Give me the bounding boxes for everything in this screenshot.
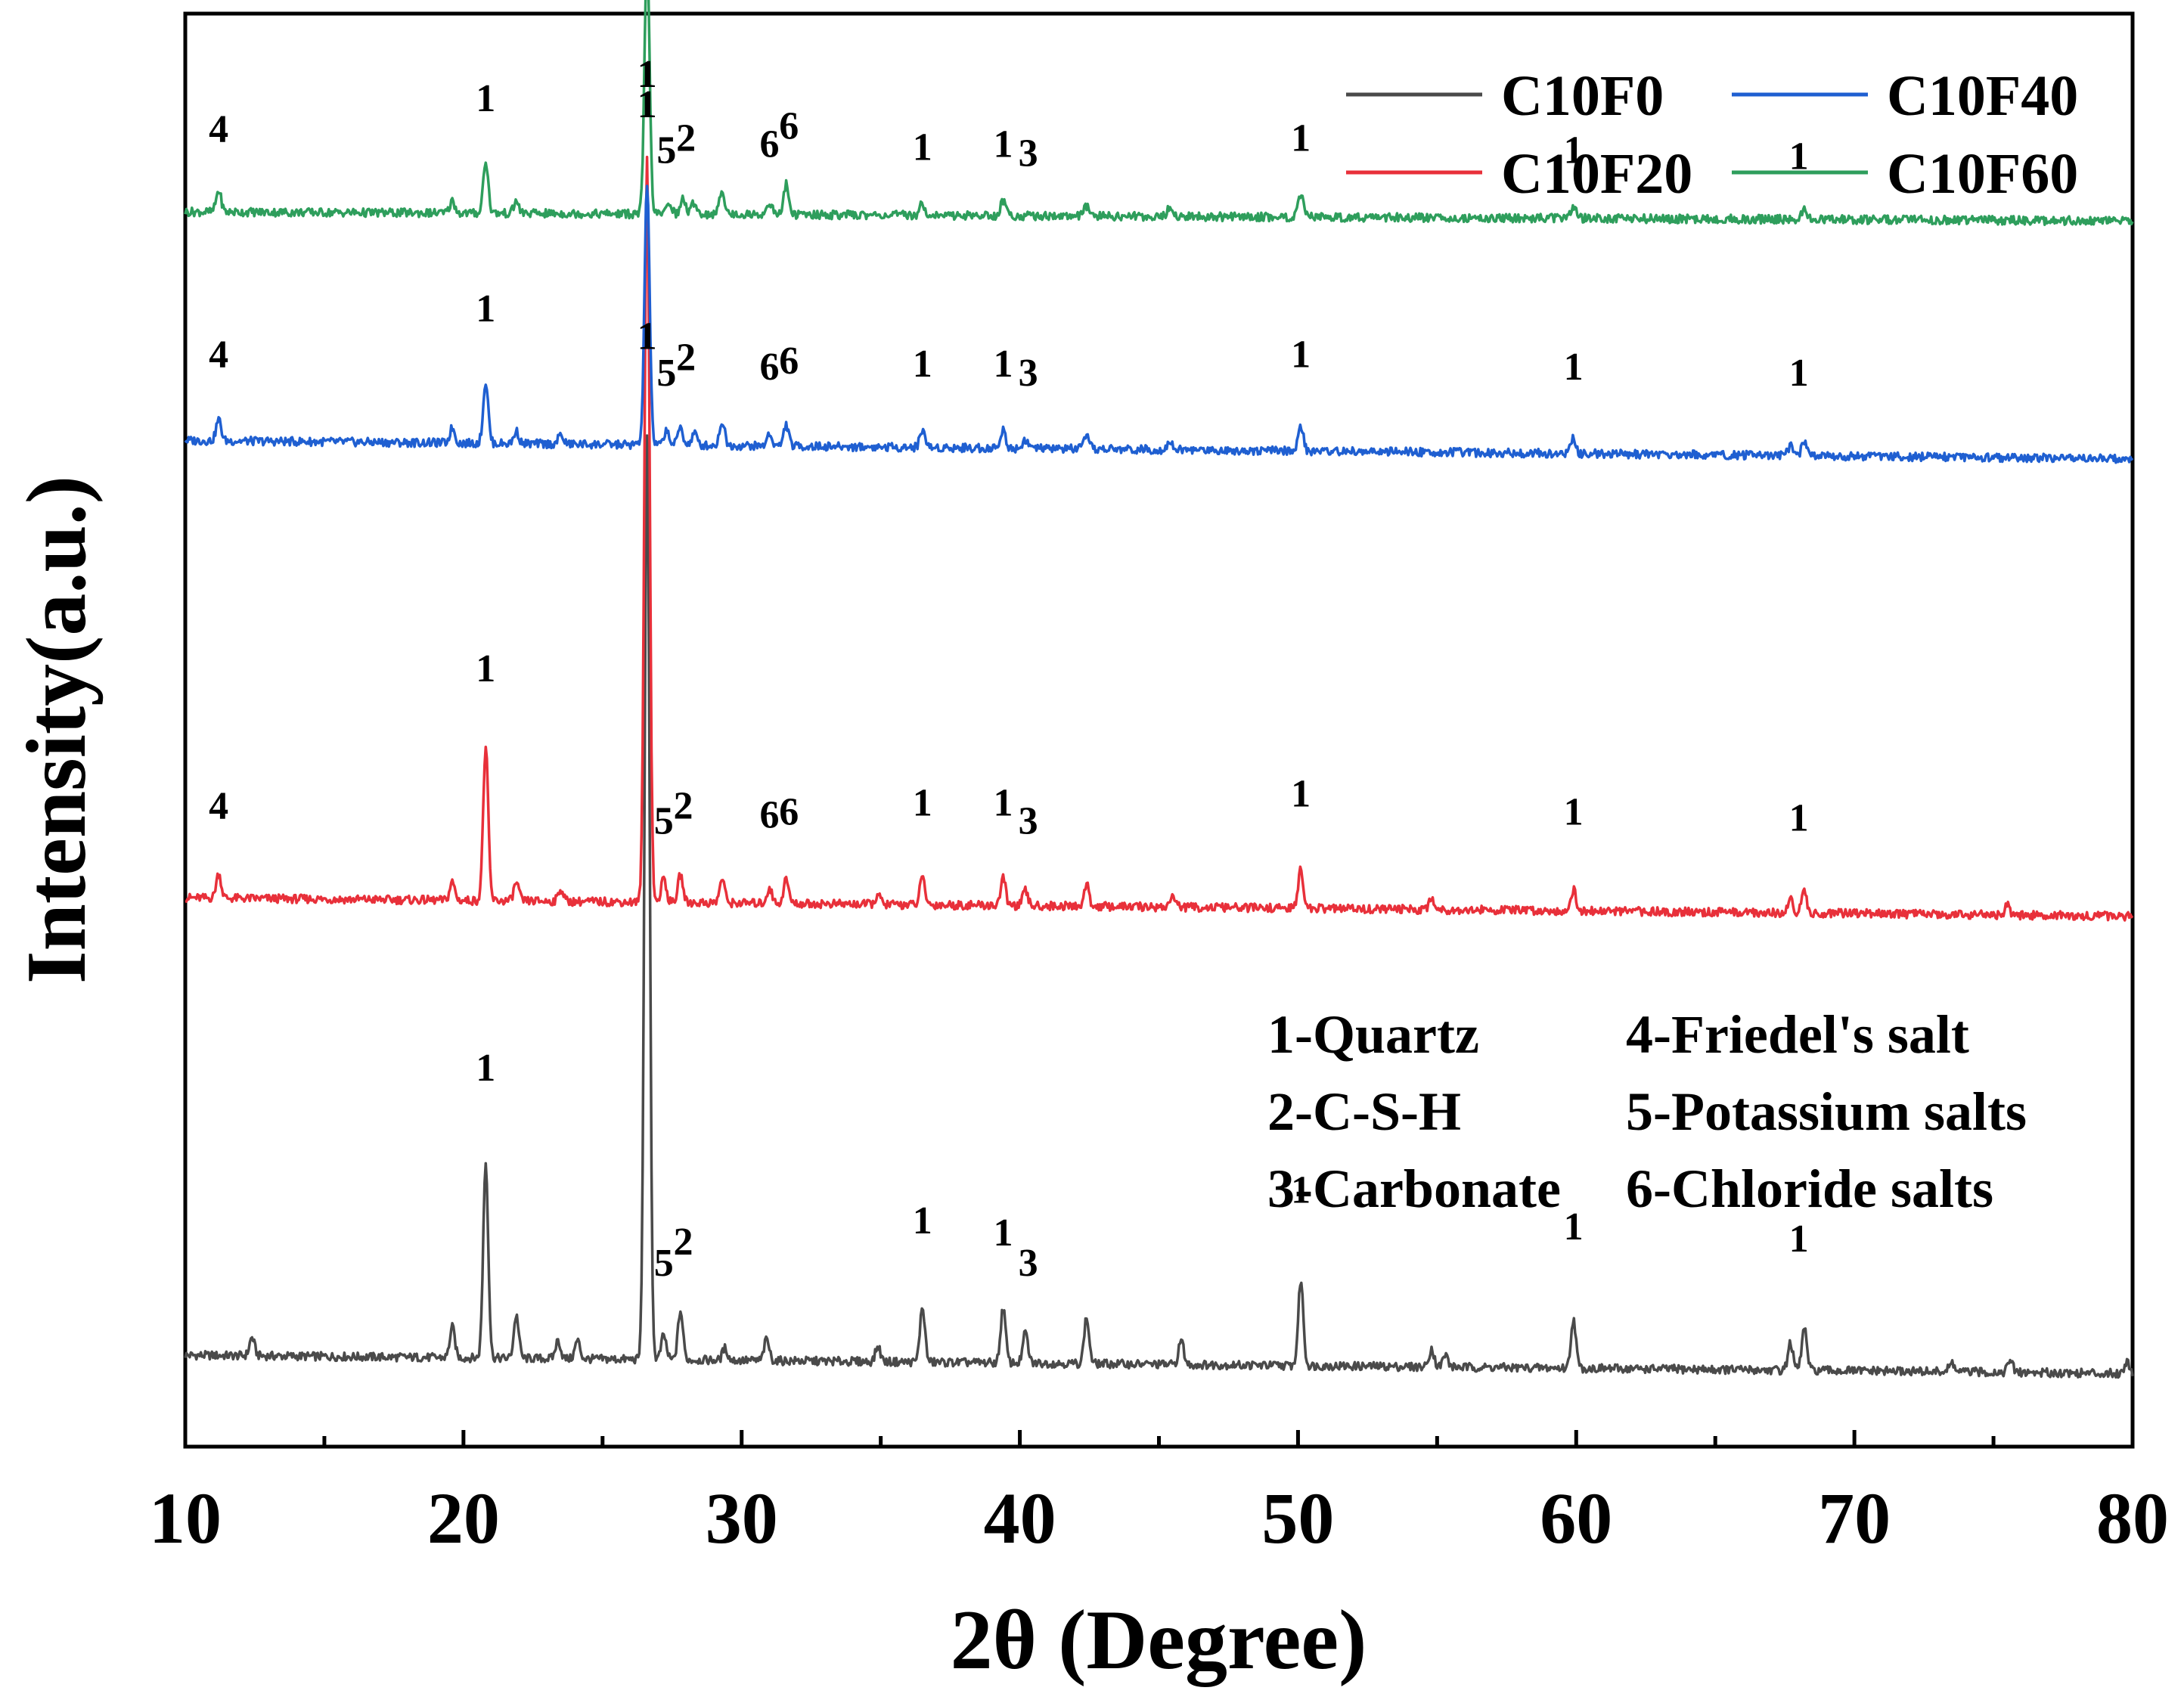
peak-label: 1 (913, 781, 932, 824)
peak-label: 1 (476, 77, 495, 120)
peak-label: 1 (638, 83, 657, 126)
series-line-c10f40 (184, 185, 2134, 464)
peak-label: 1 (476, 647, 495, 690)
peak-label: 1 (1789, 352, 1809, 395)
peak-label: 6 (779, 104, 799, 147)
peak-label: 2 (674, 784, 693, 827)
peak-label: 5 (654, 800, 674, 843)
x-tick-label: 60 (1540, 1478, 1612, 1559)
x-tick-label: 40 (984, 1478, 1056, 1559)
x-axis: 10 20 30 40 50 60 70 80 (149, 1430, 2169, 1559)
phase-key-entry: 6-Chloride salts (1626, 1159, 1993, 1219)
peak-label: 3 (1019, 1242, 1038, 1285)
x-tick-label: 70 (1818, 1478, 1891, 1559)
peak-label: 5 (656, 129, 676, 172)
phase-key-annotation: 1-Quartz 4-Friedel's salt 2-C-S-H 5-Potassi… (1267, 1004, 2027, 1219)
peak-label: 1 (994, 781, 1013, 824)
peak-label: 2 (674, 1221, 693, 1264)
legend-label-c10f60: C10F60 (1887, 142, 2078, 206)
peak-label: 1 (476, 1047, 495, 1090)
peak-label: 1 (1564, 1205, 1584, 1249)
series-line-c10f0 (184, 434, 2134, 1379)
legend-label-c10f40: C10F40 (1887, 64, 2078, 128)
peak-label: 1 (994, 343, 1013, 386)
peak-label: 1 (1564, 791, 1584, 834)
peak-label: 1 (1291, 1168, 1311, 1211)
phase-key-entry: 5-Potassium salts (1626, 1081, 2027, 1142)
peak-label: 1 (638, 53, 657, 96)
x-tick-label: 20 (427, 1478, 500, 1559)
series-layer (184, 0, 2134, 1379)
legend-label-c10f20: C10F20 (1501, 142, 1692, 206)
peak-label: 4 (209, 784, 228, 827)
legend: C10F0 C10F20 C10F40 C10F60 (1346, 64, 2078, 206)
plot-frame (183, 11, 2135, 1449)
peak-label: 2 (676, 337, 696, 380)
phase-key-entry: 3-Carbonate (1267, 1159, 1561, 1219)
peak-label: 5 (656, 352, 676, 395)
legend-label-c10f0: C10F0 (1501, 64, 1664, 128)
peak-label: 6 (779, 340, 799, 383)
peak-label: 1 (913, 343, 932, 386)
peak-label: 3 (1019, 352, 1038, 395)
x-tick-label: 50 (1261, 1478, 1334, 1559)
peak-label: 3 (1019, 132, 1038, 175)
peak-label: 6 (760, 794, 780, 837)
phase-key-entry: 4-Friedel's salt (1626, 1004, 1969, 1065)
peak-label: 6 (779, 791, 799, 834)
peak-label: 6 (760, 346, 780, 389)
peak-label: 1 (1564, 129, 1584, 172)
peak-label: 1 (1291, 116, 1311, 160)
peak-label: 4 (209, 333, 228, 377)
phase-key-entry: 1-Quartz (1267, 1004, 1479, 1065)
peak-label-layer: 1152113111411526611311141152661131114115… (209, 53, 1809, 1285)
x-tick-label: 80 (2096, 1478, 2169, 1559)
x-tick-label: 30 (706, 1478, 778, 1559)
x-axis-label: 2θ (Degree) (951, 1593, 1367, 1687)
peak-label: 1 (1291, 772, 1311, 815)
peak-label: 1 (1789, 1218, 1809, 1261)
peak-label: 4 (209, 107, 228, 150)
peak-label: 1 (994, 123, 1013, 166)
peak-label: 6 (760, 123, 780, 166)
peak-label: 1 (994, 1211, 1013, 1255)
peak-label: 1 (913, 126, 932, 169)
series-line-c10f60 (184, 0, 2134, 226)
peak-label: 1 (1789, 797, 1809, 840)
y-axis-label: Intensity(a.u.) (10, 476, 104, 984)
peak-label: 1 (913, 1199, 932, 1242)
peak-label: 1 (476, 287, 495, 330)
peak-label: 2 (676, 116, 696, 160)
phase-key-entry: 2-C-S-H (1267, 1081, 1461, 1142)
peak-label: 3 (1019, 800, 1038, 843)
peak-label: 1 (1291, 333, 1311, 377)
peak-label: 1 (1564, 346, 1584, 389)
series-line-c10f20 (185, 155, 2134, 922)
peak-label: 5 (654, 1242, 674, 1285)
peak-label: 1 (638, 315, 657, 358)
x-tick-label: 10 (149, 1478, 222, 1559)
